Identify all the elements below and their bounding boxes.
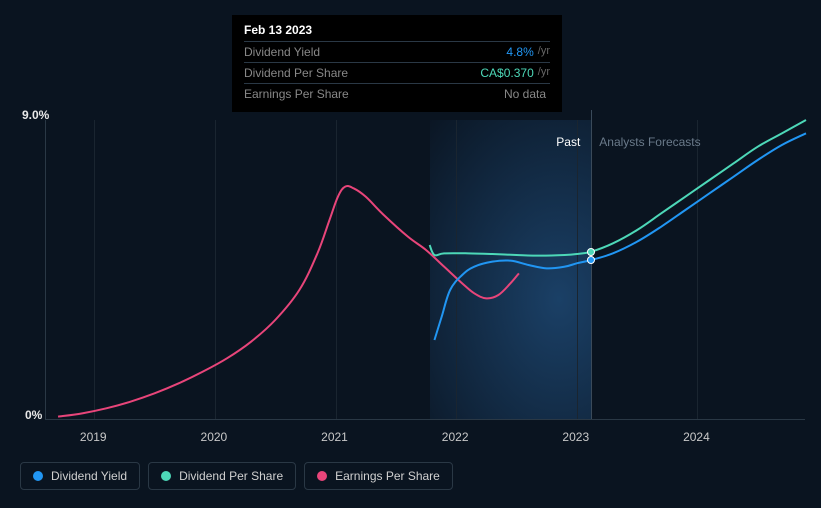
chart-legend: Dividend Yield Dividend Per Share Earnin… <box>20 462 453 490</box>
tooltip-value: No data <box>504 87 546 101</box>
legend-item-dividend-yield[interactable]: Dividend Yield <box>20 462 140 490</box>
chart-lines <box>46 120 805 419</box>
tooltip-metric: Earnings Per Share <box>244 87 349 101</box>
tooltip-metric: Dividend Yield <box>244 45 320 59</box>
tooltip-row: Dividend Per Share CA$0.370/yr <box>244 62 550 83</box>
tooltip-unit: /yr <box>538 45 550 59</box>
legend-dot-icon <box>317 471 327 481</box>
x-axis-label: 2019 <box>80 430 107 444</box>
dividend-per-share-marker <box>587 248 595 256</box>
tooltip-date: Feb 13 2023 <box>244 23 550 41</box>
x-axis-label: 2023 <box>562 430 589 444</box>
plot-area[interactable]: Past Analysts Forecasts <box>45 120 805 420</box>
tooltip-unit: /yr <box>538 66 550 80</box>
dividend-yield-line <box>434 133 806 340</box>
y-axis-max-label: 9.0% <box>22 108 49 122</box>
dividend-per-share-line <box>430 120 806 256</box>
tooltip-row: Dividend Yield 4.8% /yr <box>244 41 550 62</box>
earnings-per-share-line <box>58 186 519 417</box>
x-axis-label: 2020 <box>201 430 228 444</box>
tooltip-value: 4.8% <box>506 45 533 59</box>
chart-tooltip: Feb 13 2023 Dividend Yield 4.8% /yr Divid… <box>232 15 562 112</box>
legend-label: Earnings Per Share <box>335 469 440 483</box>
legend-label: Dividend Yield <box>51 469 127 483</box>
x-axis-label: 2024 <box>683 430 710 444</box>
chart-container: Feb 13 2023 Dividend Yield 4.8% /yr Divid… <box>20 10 805 460</box>
legend-item-earnings-per-share[interactable]: Earnings Per Share <box>304 462 453 490</box>
dividend-yield-marker <box>587 256 595 264</box>
y-axis-min-label: 0% <box>25 408 42 422</box>
legend-dot-icon <box>161 471 171 481</box>
x-axis-label: 2022 <box>442 430 469 444</box>
x-axis-label: 2021 <box>321 430 348 444</box>
tooltip-value: CA$0.370 <box>480 66 533 80</box>
legend-label: Dividend Per Share <box>179 469 283 483</box>
legend-item-dividend-per-share[interactable]: Dividend Per Share <box>148 462 296 490</box>
legend-dot-icon <box>33 471 43 481</box>
tooltip-row: Earnings Per Share No data <box>244 83 550 104</box>
tooltip-metric: Dividend Per Share <box>244 66 348 80</box>
